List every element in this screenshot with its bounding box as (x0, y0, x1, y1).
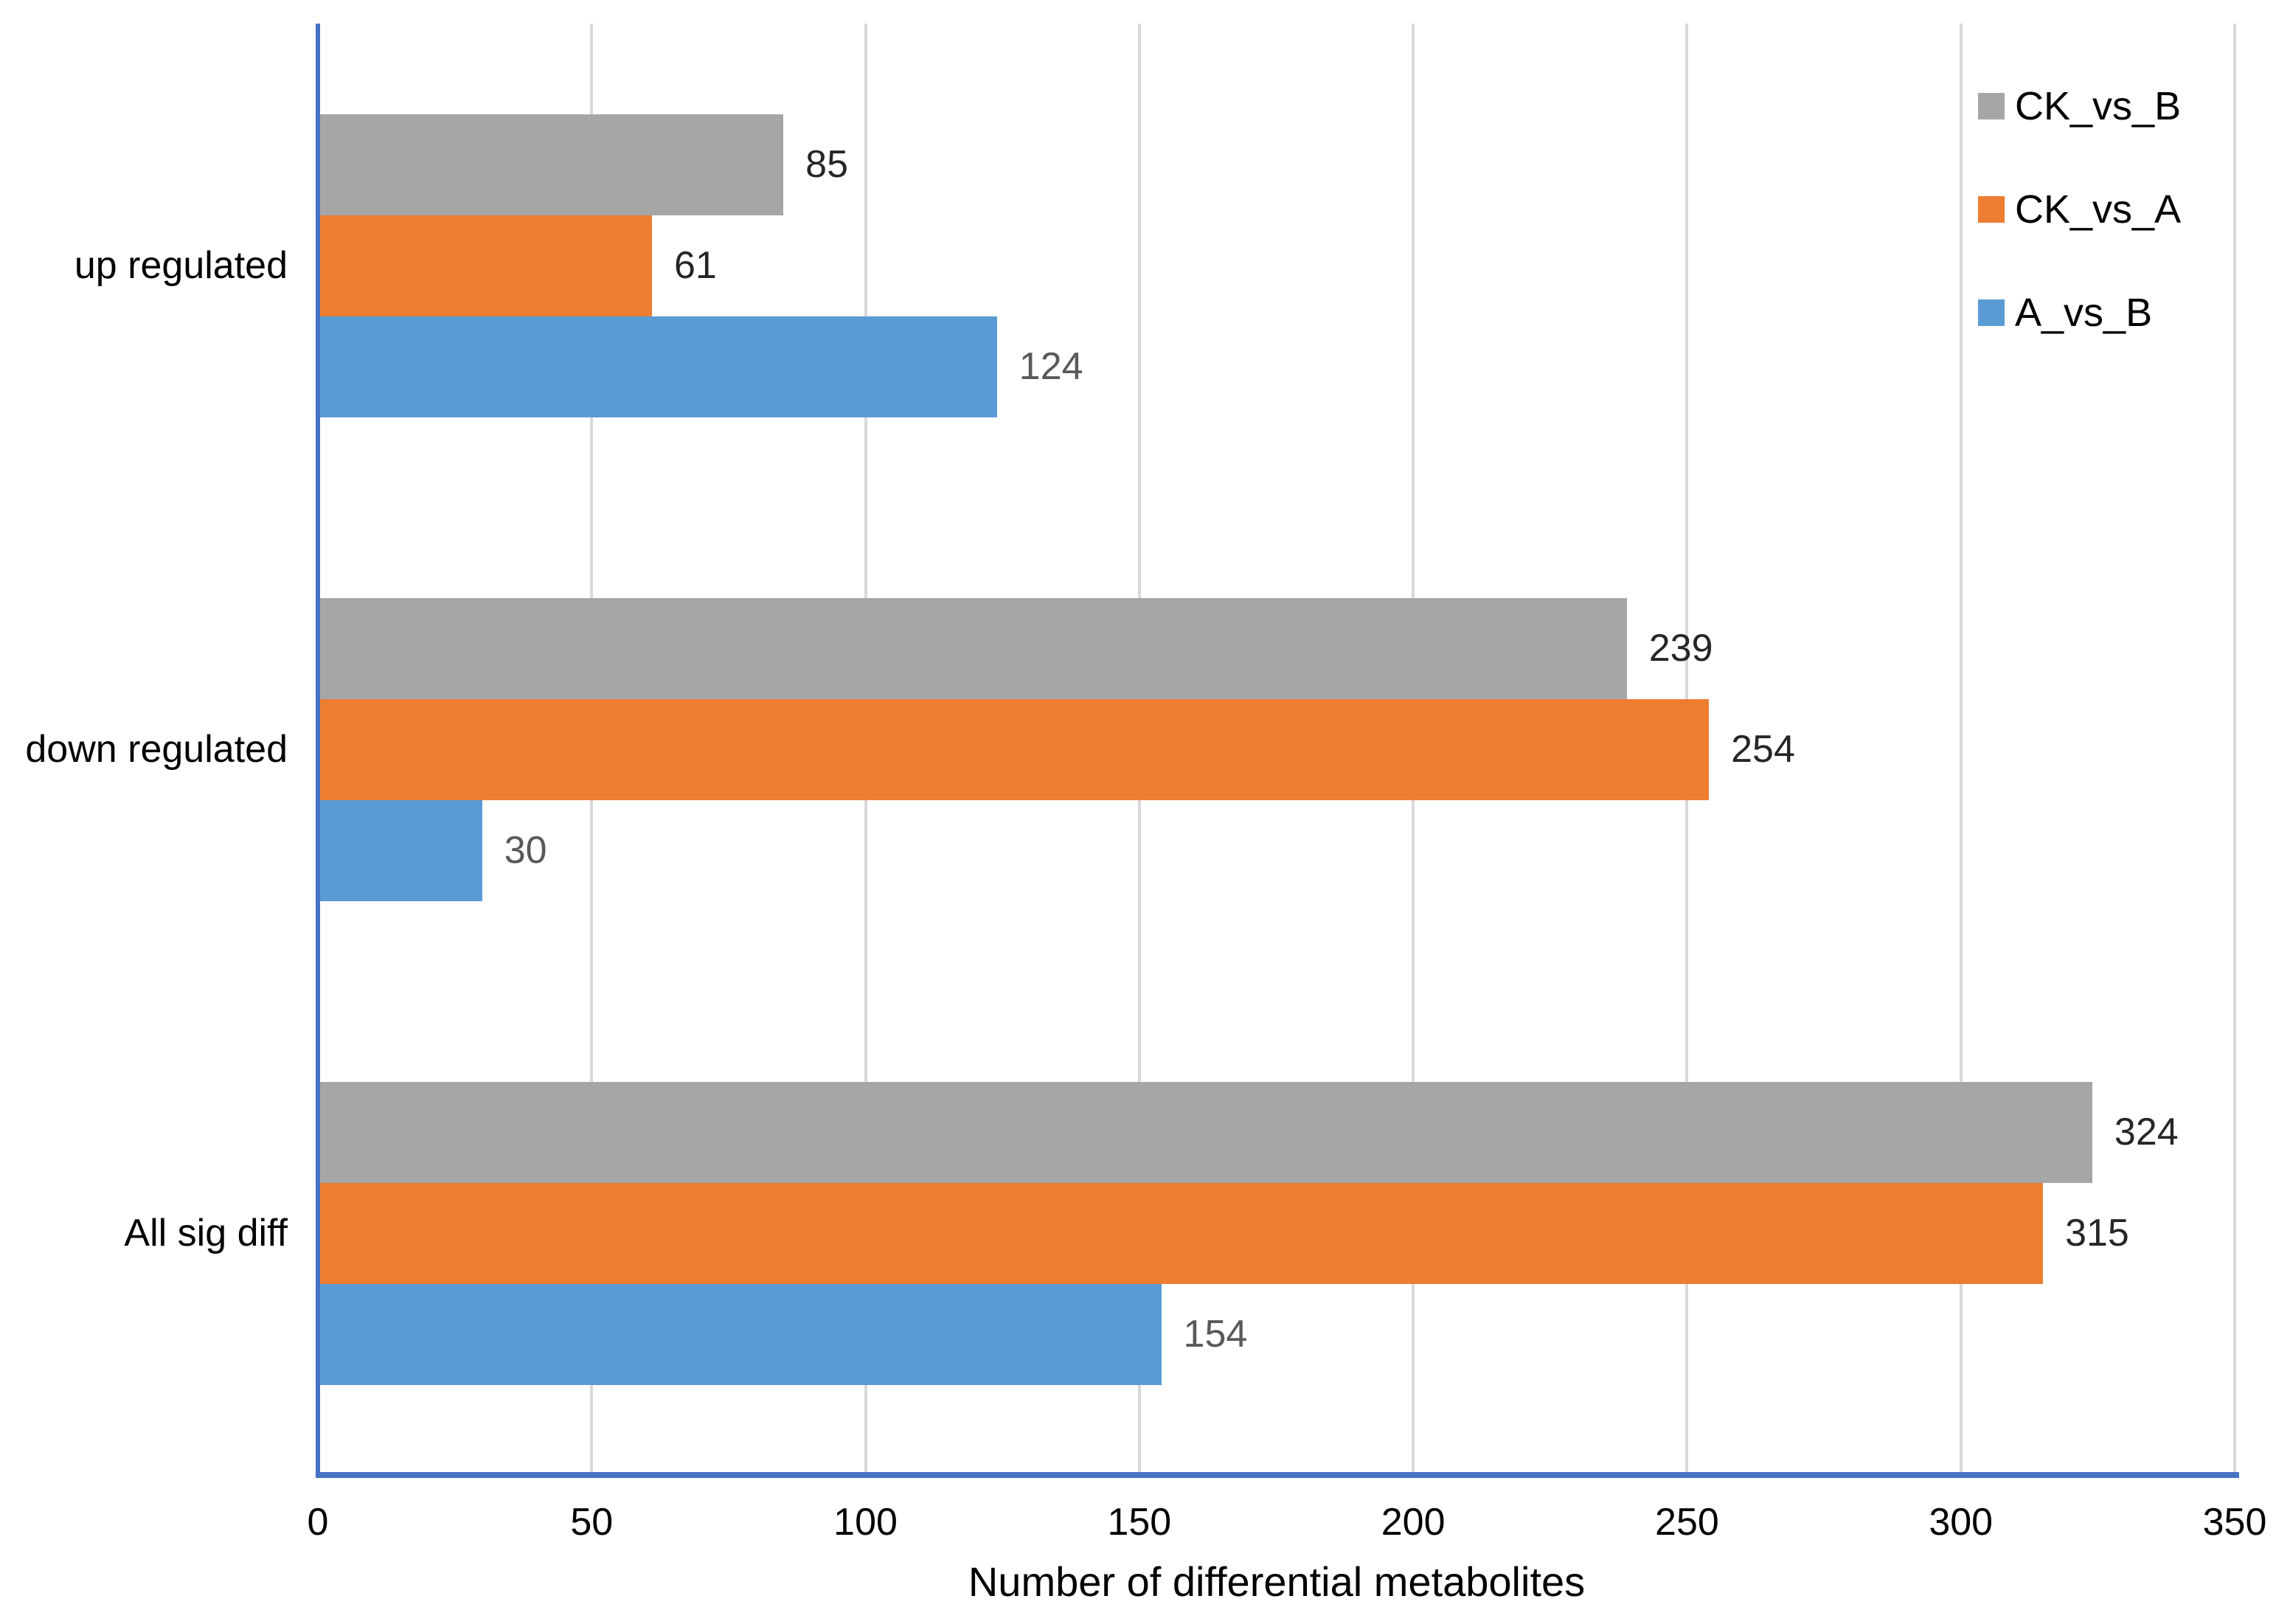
x-tick-label-350: 350 (2202, 1501, 2267, 1544)
gridline-350 (2233, 24, 2236, 1475)
bar-ck-vs-a-down-regulated (318, 698, 1710, 800)
bar-ck-vs-b-down-regulated (318, 597, 1627, 699)
x-tick-label-200: 200 (1381, 1501, 1446, 1544)
bar-value-label-a-vs-b-up-regulated: 124 (1019, 345, 1083, 388)
x-axis-line (316, 1472, 2239, 1478)
bar-a-vs-b-up-regulated (318, 316, 997, 417)
gridline-300 (1959, 24, 1963, 1475)
legend-item-ck-vs-a: CK_vs_A (1978, 158, 2181, 261)
x-tick-label-300: 300 (1929, 1501, 1994, 1544)
legend-item-label: CK_vs_B (2015, 84, 2182, 128)
x-tick-label-50: 50 (570, 1501, 614, 1544)
legend-color-swatch-icon (1978, 299, 2005, 326)
legend-color-swatch-icon (1978, 93, 2005, 119)
bar-value-label-ck-vs-b-up-regulated: 85 (805, 143, 849, 186)
category-label-down-regulated: down regulated (25, 728, 288, 771)
bar-ck-vs-a-up-regulated (318, 215, 652, 316)
category-label-all-sig-diff: All sig diff (124, 1212, 288, 1255)
bar-ck-vs-a-all-sig-diff (318, 1182, 2044, 1284)
x-tick-label-0: 0 (307, 1501, 329, 1544)
x-tick-label-250: 250 (1655, 1501, 1719, 1544)
bar-value-label-ck-vs-a-up-regulated: 61 (673, 244, 717, 287)
bar-value-label-ck-vs-b-all-sig-diff: 324 (2114, 1111, 2179, 1153)
bar-a-vs-b-down-regulated (318, 799, 482, 901)
legend-item-a-vs-b: A_vs_B (1978, 261, 2181, 364)
legend-item-ck-vs-b: CK_vs_B (1978, 55, 2181, 158)
category-label-up-regulated: up regulated (74, 244, 288, 287)
x-tick-label-150: 150 (1107, 1501, 1172, 1544)
legend-item-label: A_vs_B (2015, 291, 2153, 335)
bar-value-label-ck-vs-a-down-regulated: 254 (1731, 728, 1795, 771)
bar-value-label-ck-vs-a-all-sig-diff: 315 (2065, 1212, 2129, 1255)
legend-color-swatch-icon (1978, 196, 2005, 223)
x-axis-title: Number of differential metabolites (968, 1558, 1586, 1605)
legend-item-label: CK_vs_A (2015, 187, 2182, 232)
x-tick-label-100: 100 (833, 1501, 898, 1544)
legend: CK_vs_B CK_vs_A A_vs_B (1978, 55, 2181, 364)
bar-ck-vs-b-up-regulated (318, 114, 784, 215)
bar-value-label-a-vs-b-down-regulated: 30 (504, 829, 547, 872)
bar-a-vs-b-all-sig-diff (318, 1283, 1162, 1385)
y-axis-line (316, 24, 320, 1478)
bar-value-label-ck-vs-b-down-regulated: 239 (1648, 627, 1713, 670)
bar-ck-vs-b-all-sig-diff (318, 1081, 2092, 1183)
bar-value-label-a-vs-b-all-sig-diff: 154 (1183, 1313, 1248, 1356)
